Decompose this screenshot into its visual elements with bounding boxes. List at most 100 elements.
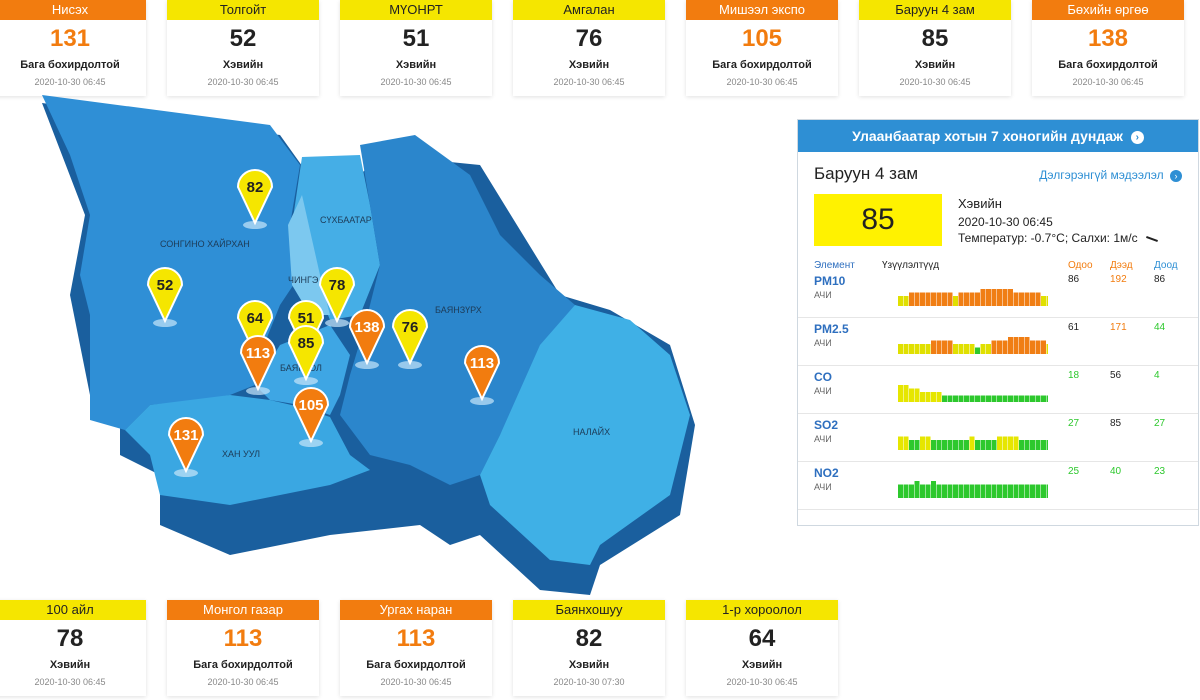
district-bayanzurkh[interactable] xyxy=(340,135,575,485)
aqi-value: 85 xyxy=(814,194,942,246)
trend-bar xyxy=(1019,484,1024,498)
col-trend: Үзүүлэлтүүд xyxy=(882,260,940,271)
trend-bar xyxy=(1030,395,1035,402)
trend-bar xyxy=(1046,440,1048,450)
marker-pin xyxy=(236,169,274,226)
trend-bar xyxy=(903,484,909,498)
trend-bar xyxy=(903,436,909,450)
map-marker[interactable]: 76 xyxy=(391,309,429,369)
trend-bar xyxy=(1024,337,1030,354)
station-name: Баянхошуу xyxy=(513,600,665,620)
station-card[interactable]: Баруун 4 зам 85 Хэвийн 2020-10-30 06:45 xyxy=(859,0,1011,96)
aqi-value: 78 xyxy=(56,625,84,652)
trend-bar xyxy=(964,484,969,498)
station-card[interactable]: Бөхийн өргөө 138 Бага бохирдолтой 2020-10-3… xyxy=(1032,0,1184,96)
pollutant-row[interactable]: SO2 АЧИ 27 85 27 xyxy=(798,414,1198,462)
map-marker[interactable]: 85 xyxy=(287,325,325,385)
district-nalaikh[interactable] xyxy=(480,305,690,565)
timestamp: 2020-10-30 06:45 xyxy=(380,677,452,687)
station-card[interactable]: Нисэх 131 Бага бохирдолтой 2020-10-30 06:45 xyxy=(0,0,146,96)
condition-text: Хэвийн xyxy=(958,196,1002,211)
timestamp: 2020-10-30 06:45 xyxy=(207,677,279,687)
trend-bar xyxy=(925,484,931,498)
trend-bar xyxy=(1024,292,1030,306)
marker-value: 82 xyxy=(247,179,264,196)
station-name: Бөхийн өргөө xyxy=(1032,0,1184,20)
status-text: Бага бохирдолтой xyxy=(20,59,120,71)
marker-pin xyxy=(391,309,429,366)
trend-bar xyxy=(1035,440,1041,450)
station-card[interactable]: Мишээл экспо 105 Бага бохирдолтой 2020-10-3… xyxy=(686,0,838,96)
trend-bar xyxy=(997,395,1002,402)
station-name: Баруун 4 зам xyxy=(859,0,1011,20)
map-marker[interactable]: 131 xyxy=(167,417,205,477)
district-songino-khairkhan[interactable] xyxy=(42,95,300,430)
station-card[interactable]: Толгойт 52 Хэвийн 2020-10-30 06:45 xyxy=(167,0,319,96)
map-marker[interactable]: 52 xyxy=(146,267,184,327)
aqi-value: 138 xyxy=(1087,25,1129,52)
trend-bar xyxy=(1035,395,1041,402)
status-text: Хэвийн xyxy=(914,59,956,71)
station-card[interactable]: Монгол газар 113 Бага бохирдолтой 2020-10-3… xyxy=(167,600,319,696)
pollutant-min: 44 xyxy=(1154,322,1166,333)
label-nalaikh: НАЛАЙХ xyxy=(573,426,610,437)
trend-bar xyxy=(964,292,969,306)
pollutant-row[interactable]: CO АЧИ 18 56 4 xyxy=(798,366,1198,414)
status-text: Бага бохирдолтой xyxy=(193,659,293,671)
marker-value: 85 xyxy=(298,335,315,352)
marker-pin xyxy=(167,417,205,474)
pollutant-name: CO xyxy=(814,370,832,384)
station-card[interactable]: Баянхошуу 82 Хэвийн 2020-10-30 07:30 xyxy=(513,600,665,696)
station-name: Толгойт xyxy=(167,0,319,20)
aqi-value: 52 xyxy=(229,25,257,52)
aqi-value: 82 xyxy=(575,625,603,652)
station-name: Монгол газар xyxy=(167,600,319,620)
trend-bar xyxy=(925,436,931,450)
pollutant-row[interactable]: PM2.5 АЧИ 61 171 44 xyxy=(798,318,1198,366)
pollutant-row[interactable]: PM10 АЧИ 86 192 86 xyxy=(798,270,1198,318)
trend-bar xyxy=(1041,340,1046,354)
trend-bar xyxy=(914,481,920,498)
detail-link[interactable]: Дэлгэрэнгүй мэдээлэл › xyxy=(1039,168,1182,182)
trend-sparkline xyxy=(898,337,1048,354)
trend-bar xyxy=(936,292,942,306)
status-text: Хэвийн xyxy=(568,659,610,671)
timestamp: 2020-10-30 06:45 xyxy=(34,677,106,687)
marker-value: 64 xyxy=(247,310,264,327)
status-text: Хэвийн xyxy=(568,59,610,71)
map-marker[interactable]: 138 xyxy=(348,309,386,369)
trend-bar xyxy=(1041,484,1046,498)
trend-bar xyxy=(997,340,1002,354)
station-card[interactable]: МҮОНРТ 51 Хэвийн 2020-10-30 06:45 xyxy=(340,0,492,96)
station-card[interactable]: Амгалан 76 Хэвийн 2020-10-30 06:45 xyxy=(513,0,665,96)
map-marker[interactable]: 82 xyxy=(236,169,274,229)
trend-bar xyxy=(1013,292,1019,306)
trend-bar xyxy=(1002,395,1008,402)
aqi-value: 85 xyxy=(921,25,949,52)
trend-bar xyxy=(898,484,903,498)
pollutant-max: 192 xyxy=(1110,274,1127,285)
aqi-value: 64 xyxy=(748,625,776,652)
map-marker[interactable]: 113 xyxy=(239,335,277,395)
map-marker[interactable]: 105 xyxy=(292,387,330,447)
aqi-value: 105 xyxy=(741,25,783,52)
marker-pin xyxy=(318,267,356,324)
map-marker[interactable]: 113 xyxy=(463,345,501,405)
trend-bar xyxy=(925,392,931,402)
trend-bar xyxy=(1046,296,1048,306)
trend-bar xyxy=(1002,340,1008,354)
trend-bar xyxy=(909,484,914,498)
status-text: Бага бохирдолтой xyxy=(712,59,812,71)
station-card[interactable]: 1-р хороолол 64 Хэвийн 2020-10-30 06:45 xyxy=(686,600,838,696)
map-marker[interactable]: 78 xyxy=(318,267,356,327)
pollutant-row[interactable]: NO2 АЧИ 25 40 23 xyxy=(798,462,1198,510)
station-card[interactable]: Ургах наран 113 Бага бохирдолтой 2020-10-30… xyxy=(340,600,492,696)
trend-bar xyxy=(925,292,931,306)
trend-bar xyxy=(936,484,942,498)
trend-bar xyxy=(1030,484,1035,498)
pollutant-unit: АЧИ xyxy=(814,386,832,396)
weekly-average-button[interactable]: Улаанбаатар хотын 7 хоногийн дундаж › xyxy=(798,120,1198,152)
trend-bar xyxy=(1013,395,1019,402)
station-card[interactable]: 100 айл 78 Хэвийн 2020-10-30 06:45 xyxy=(0,600,146,696)
label-bayanzurkh: БАЯНЗҮРХ xyxy=(435,305,482,315)
